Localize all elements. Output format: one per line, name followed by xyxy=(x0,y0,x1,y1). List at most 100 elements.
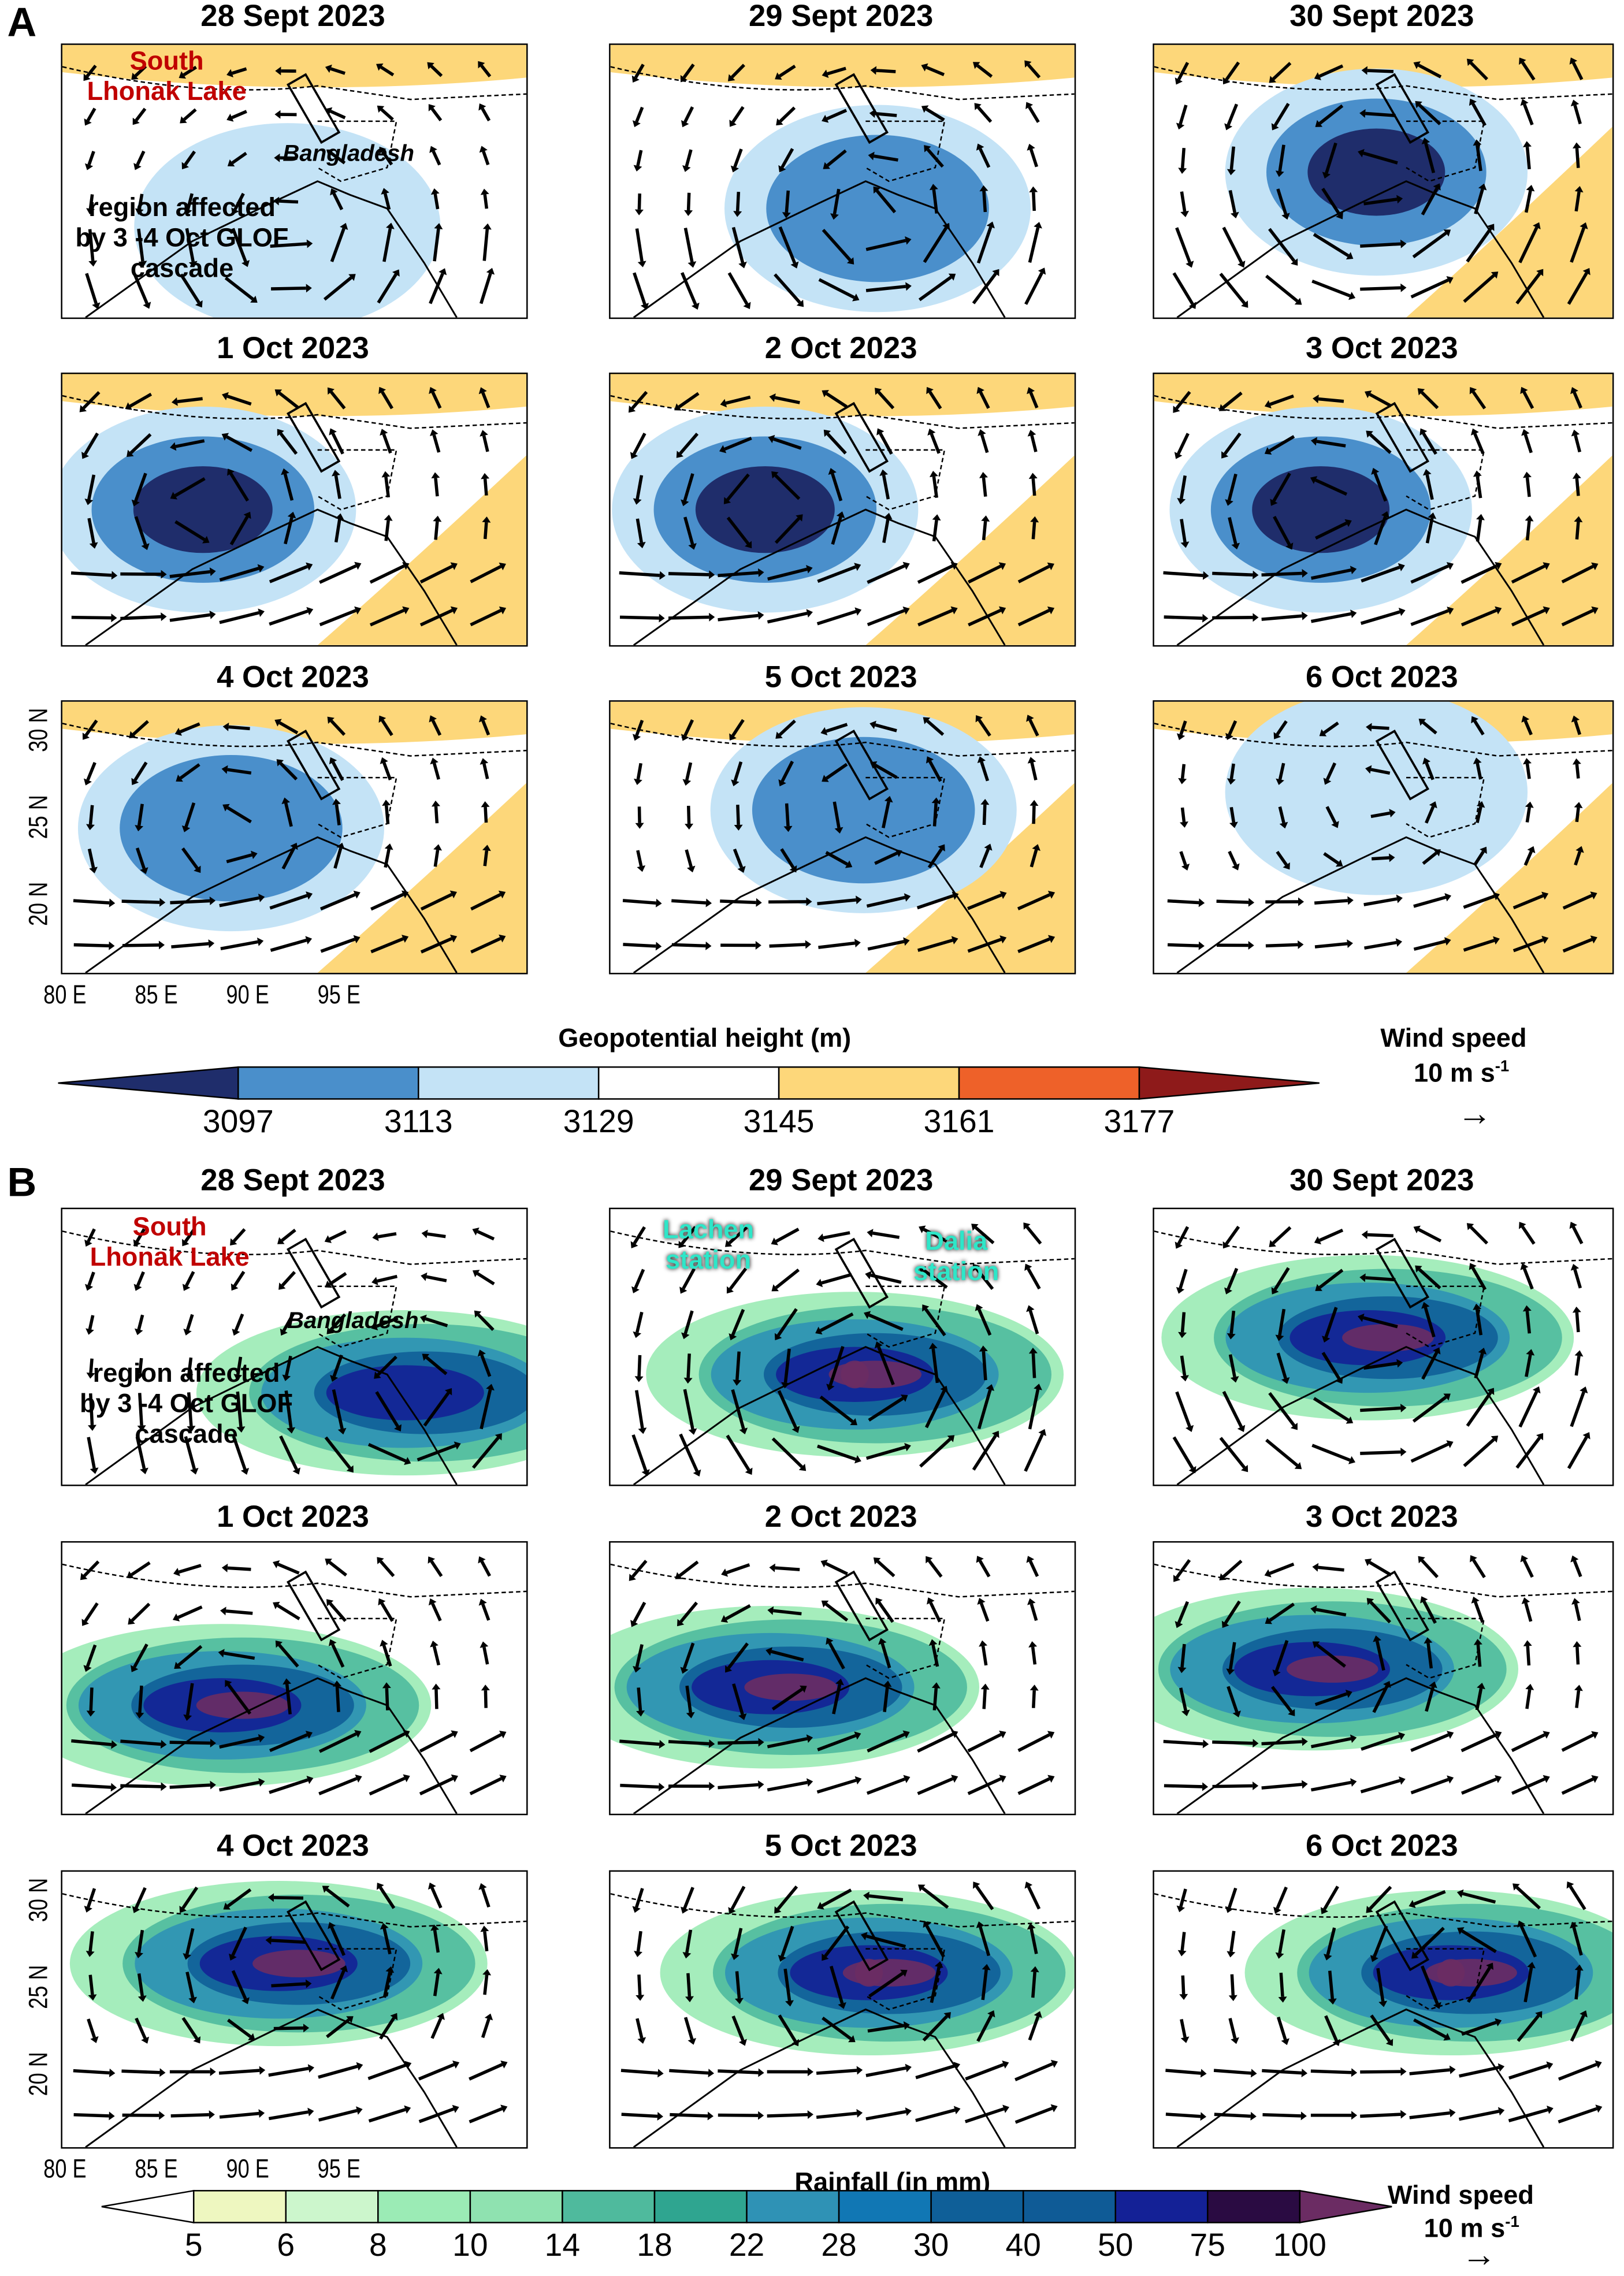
panel-b-label: B xyxy=(8,1160,37,1206)
wind-vector xyxy=(866,2112,906,2119)
wind-vector-head xyxy=(1362,1230,1367,1239)
wind-vector xyxy=(428,1234,446,1237)
wind-vector-head xyxy=(1351,2068,1357,2077)
wind-vector xyxy=(140,1686,142,1713)
longitude-tick-label: 90 E xyxy=(226,980,269,1011)
wind-vector xyxy=(1528,147,1530,169)
wind-vector xyxy=(84,1561,98,1576)
wind-vector xyxy=(685,228,692,262)
country-label-a: Bangladesh xyxy=(283,142,414,168)
wind-vector xyxy=(482,1888,489,1907)
wind-vector xyxy=(1281,1973,1283,1997)
wind-vector xyxy=(1030,1561,1037,1576)
wind-vector xyxy=(1320,1230,1343,1240)
colorbar-tick-label: 75 xyxy=(1190,2227,1225,2264)
wind-vector-head xyxy=(480,1926,489,1932)
wind-vector-head xyxy=(981,515,990,522)
wind-vector xyxy=(1577,148,1578,168)
wind-vector xyxy=(1032,763,1036,780)
wind-vector-head xyxy=(1253,1782,1258,1790)
wind-vector xyxy=(1473,1560,1484,1578)
wind-vector xyxy=(136,109,145,120)
wind-vector xyxy=(733,107,744,122)
wind-vector xyxy=(436,478,437,496)
wind-vector xyxy=(269,2069,309,2076)
wind-vector xyxy=(1019,1735,1050,1750)
wind-vector-head xyxy=(1396,895,1403,903)
wind-vector-head xyxy=(1573,142,1581,148)
wind-vector xyxy=(687,763,691,780)
wind-vector xyxy=(478,1232,494,1239)
colorbar-segment xyxy=(1023,2191,1116,2222)
longitude-tick-label: 85 E xyxy=(135,980,177,1011)
wind-vector xyxy=(1031,1604,1036,1621)
wind-vector-head xyxy=(1250,2112,1256,2121)
colorbar-segment xyxy=(959,1067,1139,1099)
wind-vector xyxy=(1164,1786,1202,1787)
wind-vector-head xyxy=(638,1427,646,1434)
colorbar-segment xyxy=(238,1067,418,1099)
wind-vector xyxy=(1179,1227,1187,1244)
wind-vector xyxy=(179,1565,201,1572)
rainfall-contour xyxy=(326,1365,484,1420)
wind-vector xyxy=(672,944,706,946)
colorbar-tick-label: 40 xyxy=(1005,2227,1040,2264)
wind-vector xyxy=(1527,1690,1530,1709)
colorbar-segment xyxy=(1207,2191,1300,2222)
wind-vector-head xyxy=(481,1684,490,1690)
latitude-tick-label: 30 N xyxy=(24,708,54,752)
wind-vector xyxy=(432,1561,441,1576)
wind-vector xyxy=(634,1227,645,1243)
wind-vector-head xyxy=(1312,1563,1318,1572)
panel-date-title: 28 Sept 2023 xyxy=(61,0,525,35)
rainfall-contour xyxy=(1342,1324,1434,1352)
wind-vector-head xyxy=(109,2111,114,2120)
wind-vector xyxy=(1179,433,1188,453)
wind-vector-head xyxy=(1302,2069,1307,2077)
wind-vector xyxy=(1028,1269,1039,1289)
wind-vector xyxy=(1311,2071,1351,2072)
wind-legend-a-title: Wind speed xyxy=(1380,1024,1526,1054)
colorbar-tick-label: 22 xyxy=(729,2227,764,2264)
map-panel xyxy=(61,1870,527,2149)
wind-vector-head xyxy=(431,472,440,478)
wind-vector xyxy=(983,1351,986,1380)
wind-vector xyxy=(633,1561,646,1576)
wind-vector xyxy=(1528,764,1530,779)
wind-vector xyxy=(485,1975,487,1995)
wind-vector xyxy=(787,804,788,826)
wind-vector-head xyxy=(1251,2069,1257,2077)
wind-vector xyxy=(1571,1392,1584,1427)
wind-vector xyxy=(1372,727,1389,728)
wind-vector xyxy=(86,1603,98,1621)
wind-vector-head xyxy=(705,942,711,950)
wind-vector xyxy=(727,1565,750,1573)
wind-vector xyxy=(1365,113,1395,116)
wind-vector xyxy=(639,1974,640,1995)
wind-vector xyxy=(720,901,756,902)
wind-vector xyxy=(1016,2108,1053,2122)
wind-vector xyxy=(74,945,109,946)
wind-vector xyxy=(170,901,210,903)
wind-vector xyxy=(1312,281,1350,296)
wind-vector-head xyxy=(634,779,642,785)
wind-vector-head xyxy=(1199,898,1205,907)
wind-vector xyxy=(170,1785,210,1787)
glof-legend-b: region affected by 3 -4 Oct GLOF cascade xyxy=(80,1359,293,1450)
wind-vector xyxy=(1164,617,1203,618)
wind-vector-head xyxy=(756,941,761,950)
wind-vector xyxy=(929,1561,941,1577)
wind-vector xyxy=(1033,1972,1035,1998)
wind-vector xyxy=(369,2110,406,2121)
wind-vector xyxy=(1177,1560,1190,1578)
wind-vector xyxy=(485,850,486,866)
colorbar-segment xyxy=(286,2191,378,2222)
colorbar-tick-label: 18 xyxy=(637,2227,672,2264)
wind-vector xyxy=(1174,273,1192,304)
wind-vector xyxy=(826,1564,848,1574)
wind-vector xyxy=(1509,2066,1548,2078)
wind-vector-head xyxy=(1253,613,1258,622)
wind-vector xyxy=(1360,2114,1400,2116)
wind-vector-head xyxy=(1523,758,1532,764)
